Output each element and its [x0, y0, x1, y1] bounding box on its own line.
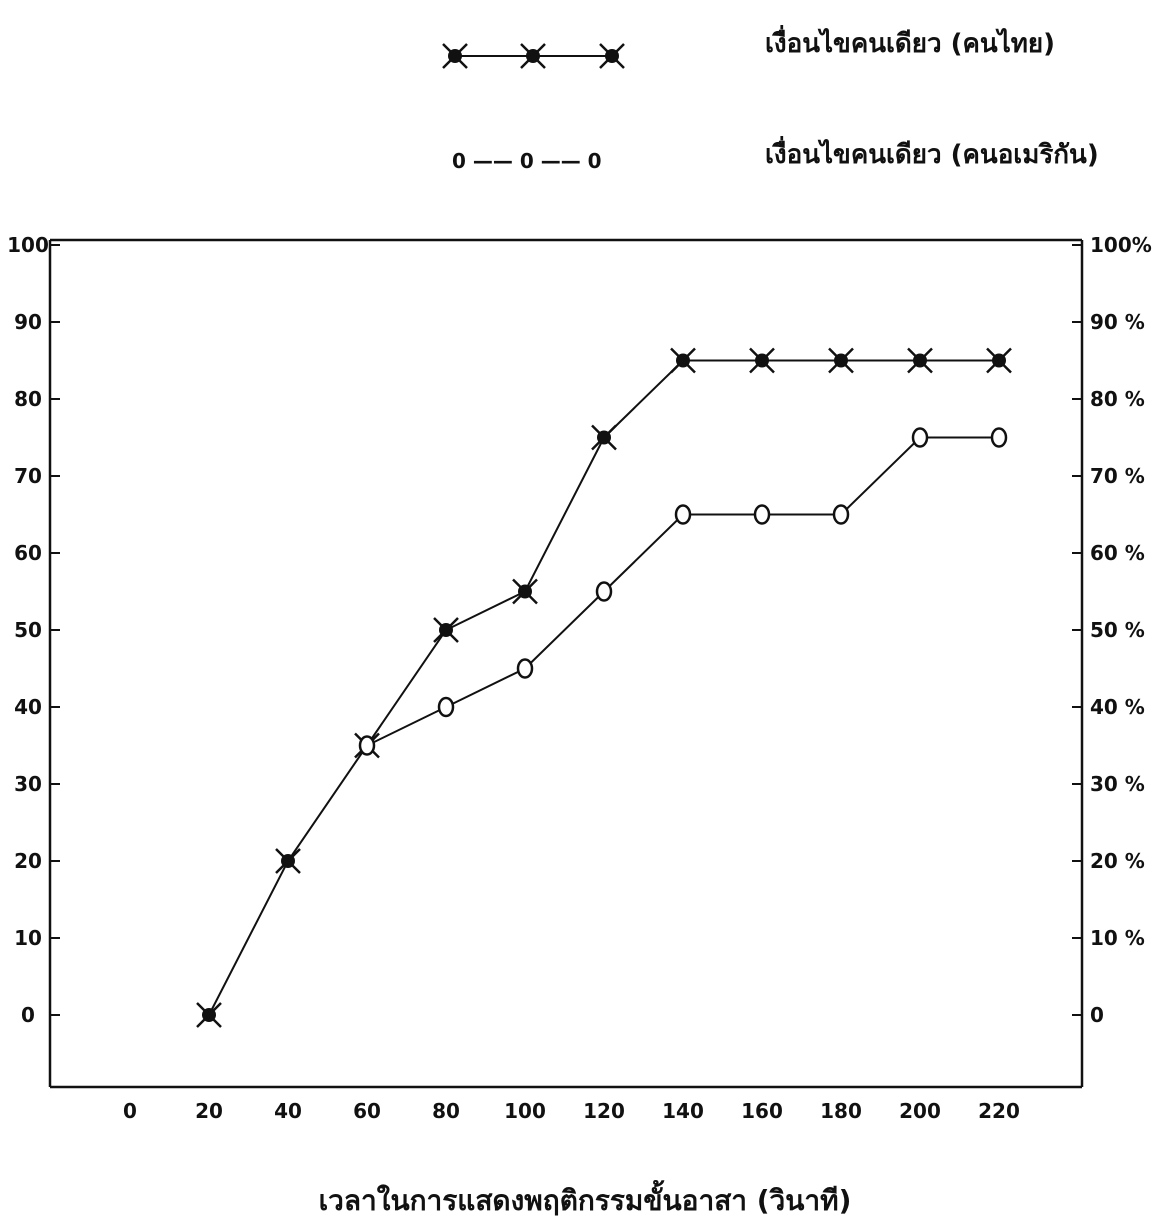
x-tick-label: 180 [820, 1099, 862, 1123]
legend-cross-marker [520, 43, 546, 69]
y-tick-label: 0 [21, 1003, 35, 1027]
data-point-cross [986, 347, 1012, 374]
data-point-circle [674, 504, 692, 525]
data-point-circle [358, 735, 376, 756]
legend-cross-marker [599, 43, 625, 69]
data-point-cross [907, 347, 933, 374]
data-point-cross [670, 347, 696, 374]
data-point-circle [437, 696, 455, 718]
y-right-tick-label: 10 % [1090, 926, 1145, 950]
data-point-cross [433, 617, 459, 643]
x-tick-label: 0 [123, 1099, 137, 1123]
data-point-cross [196, 1002, 222, 1028]
y-right-tick-label: 50 % [1090, 618, 1145, 642]
y-right-tick-label: 30 % [1090, 772, 1145, 796]
x-tick-label: 220 [978, 1099, 1020, 1123]
data-point-circle [595, 581, 613, 602]
data-point-cross [749, 347, 775, 374]
legend-sample-circle: 0 —— 0 —— 0 [452, 149, 602, 173]
data-point-circle [832, 504, 850, 525]
y-axis-right-ticks: 0 10 % 20 % 30 % 40 % 50 % 60 % 70 % 80 % 90 % 100… [1072, 233, 1152, 1027]
y-tick-label: 10 [14, 926, 42, 950]
plot-area [48, 238, 1084, 1089]
x-tick-label: 80 [432, 1099, 460, 1123]
x-tick-label: 120 [583, 1099, 625, 1123]
y-tick-label: 70 [14, 464, 42, 488]
y-tick-label: 60 [14, 541, 42, 565]
legend: เงื่อนไขคนเดียว (คนไทย) 0 —— 0 —— 0 เงื่… [442, 24, 1099, 173]
x-axis-label: เวลาในการแสดงพฤติกรรมขั้นอาสา (วินาที) [319, 1179, 852, 1217]
y-tick-label: 90 [14, 310, 42, 334]
legend-label-thai: เงื่อนไขคนเดียว (คนไทย) [765, 24, 1055, 59]
y-tick-label: 30 [14, 772, 42, 796]
y-tick-label: 50 [14, 618, 42, 642]
x-tick-label: 200 [899, 1099, 941, 1123]
y-tick-label: 40 [14, 695, 42, 719]
x-axis-ticks: 0 20 40 60 80 100 120 140 160 180 200 220 [123, 1099, 1020, 1123]
data-point-cross [275, 848, 301, 874]
series-line [366, 436, 999, 747]
x-tick-label: 140 [662, 1099, 704, 1123]
x-tick-label: 160 [741, 1099, 783, 1123]
y-right-tick-label: 70 % [1090, 464, 1145, 488]
data-point-circle [911, 427, 929, 448]
y-axis-left-ticks: 0 10 20 30 40 50 60 70 80 90 100 [7, 233, 60, 1027]
data-point-circle [516, 658, 534, 679]
legend-label-american: เงื่อนไขคนเดียว (คนอเมริกัน) [765, 135, 1099, 170]
x-tick-label: 20 [195, 1099, 223, 1123]
data-point-circle [990, 427, 1008, 448]
legend-cross-marker [442, 43, 468, 69]
y-tick-label: 100 [7, 233, 49, 257]
series-line [208, 359, 999, 1016]
data-point-circle [753, 504, 771, 525]
data-point-cross [512, 578, 538, 605]
y-right-tick-label: 20 % [1090, 849, 1145, 873]
x-tick-label: 40 [274, 1099, 302, 1123]
y-tick-label: 20 [14, 849, 42, 873]
x-tick-label: 60 [353, 1099, 381, 1123]
legend-sample-cross [442, 43, 625, 69]
y-right-tick-label: 80 % [1090, 387, 1145, 411]
data-point-cross [828, 347, 854, 374]
y-right-tick-label: 90 % [1090, 310, 1145, 334]
y-right-tick-label: 40 % [1090, 695, 1145, 719]
data-point-cross [591, 424, 617, 451]
y-right-tick-label: 60 % [1090, 541, 1145, 565]
y-right-tick-label: 100% [1090, 233, 1152, 257]
series-thai [196, 347, 1012, 1028]
series-american [358, 427, 1008, 756]
x-tick-label: 100 [504, 1099, 546, 1123]
y-right-tick-label: 0 [1090, 1003, 1104, 1027]
series-layer [196, 347, 1012, 1028]
y-tick-label: 80 [14, 387, 42, 411]
